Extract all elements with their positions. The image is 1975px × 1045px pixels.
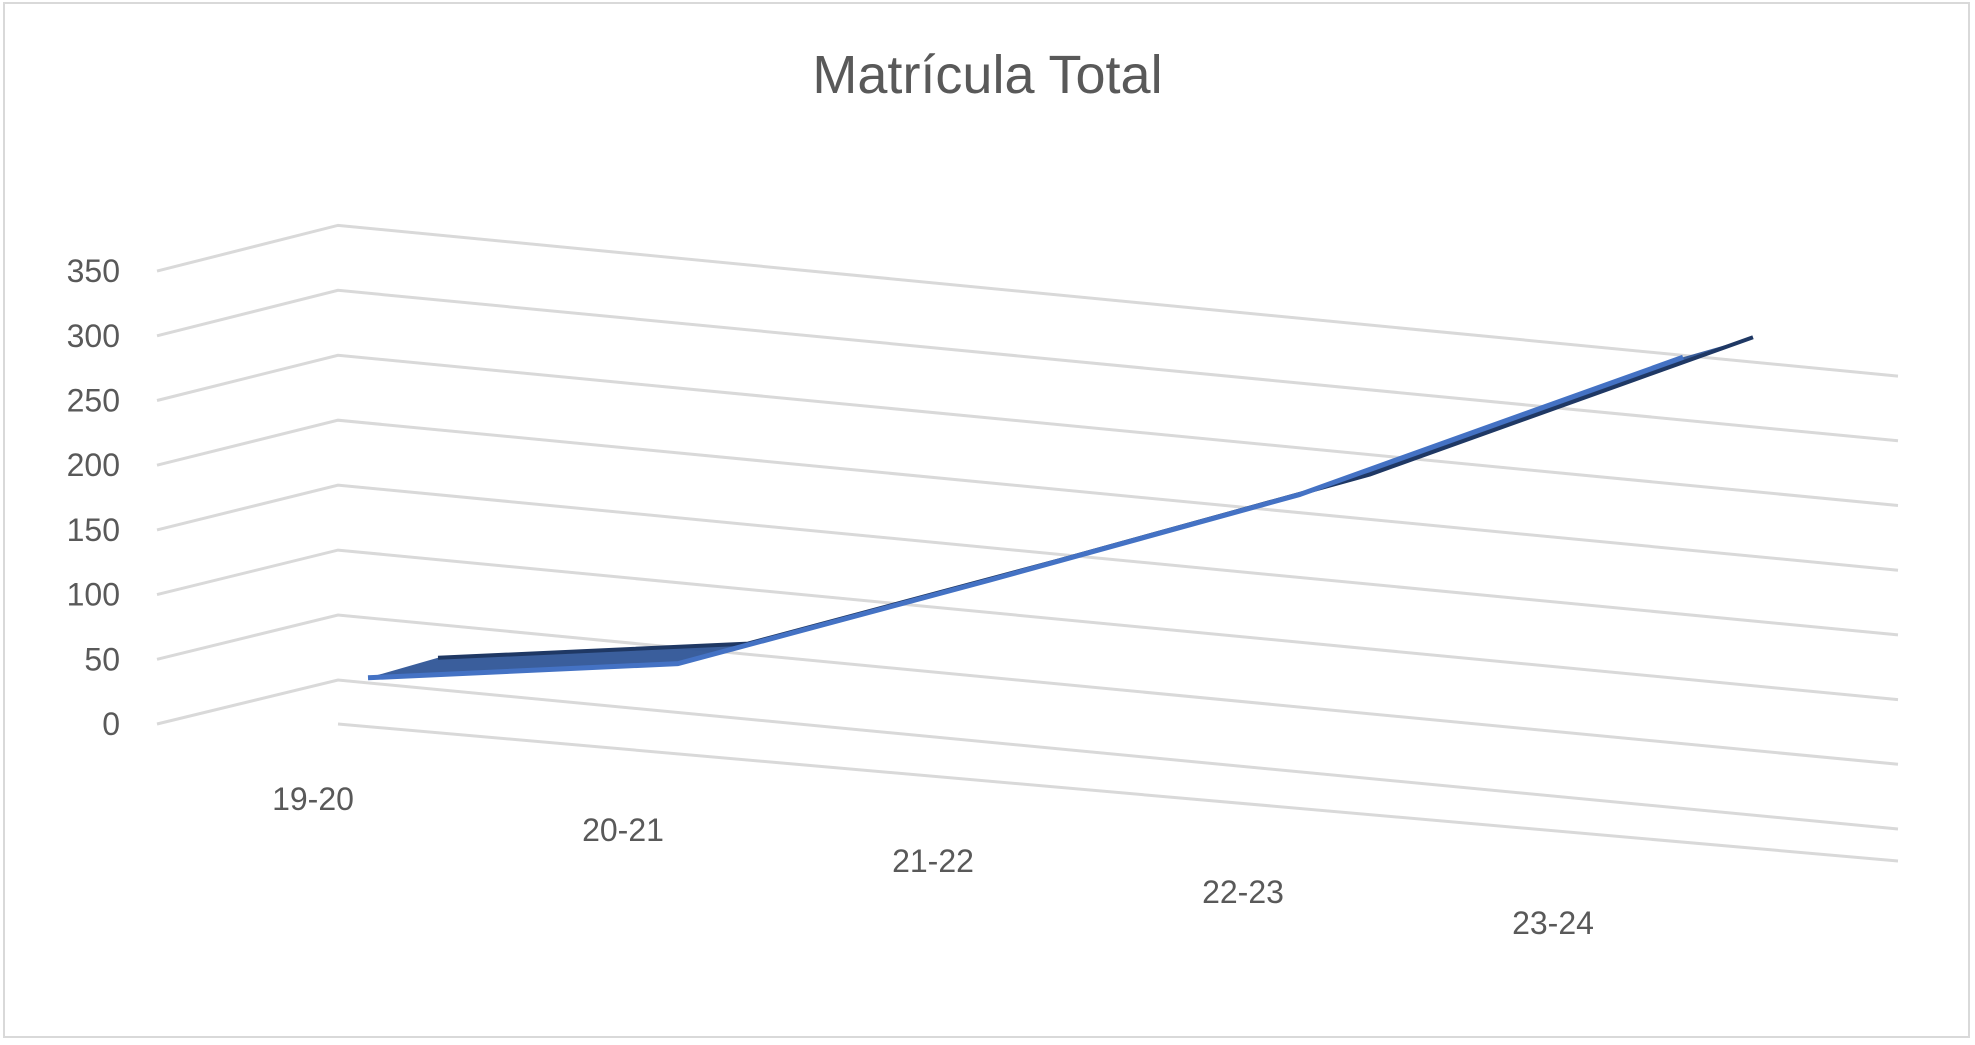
gridline [156, 353, 1899, 507]
x-tick-label: 19-20 [272, 781, 354, 817]
gridline [156, 613, 1899, 766]
y-tick-label: 100 [67, 577, 120, 613]
y-tick-label: 0 [102, 706, 120, 742]
y-tick-label: 200 [67, 447, 120, 483]
series-line [367, 354, 1684, 681]
gridline [156, 418, 1899, 572]
x-axis-tick-labels: 19-20 20-21 21-22 22-23 23-24 [272, 781, 1594, 941]
gridline [156, 548, 1899, 702]
gridline [156, 483, 1899, 637]
gridline [156, 288, 1899, 443]
x-tick-label: 21-22 [892, 843, 974, 879]
y-tick-label: 50 [84, 641, 120, 677]
y-tick-label: 250 [67, 383, 120, 419]
chart-title: Matrícula Total [812, 45, 1163, 105]
x-tick-label: 23-24 [1512, 905, 1594, 941]
y-tick-label: 300 [67, 318, 120, 354]
gridline [156, 223, 1899, 378]
series-group [367, 335, 1754, 681]
x-tick-label: 20-21 [582, 812, 664, 848]
y-tick-label: 150 [67, 512, 120, 548]
gridline [156, 678, 1899, 831]
gridlines [156, 223, 1899, 863]
y-tick-label: 350 [67, 253, 120, 289]
y-axis-tick-labels: 0 50 100 150 200 250 300 350 [67, 253, 120, 742]
chart-frame [3, 2, 1970, 1038]
floor-line [337, 722, 1899, 863]
x-tick-label: 22-23 [1202, 874, 1284, 910]
